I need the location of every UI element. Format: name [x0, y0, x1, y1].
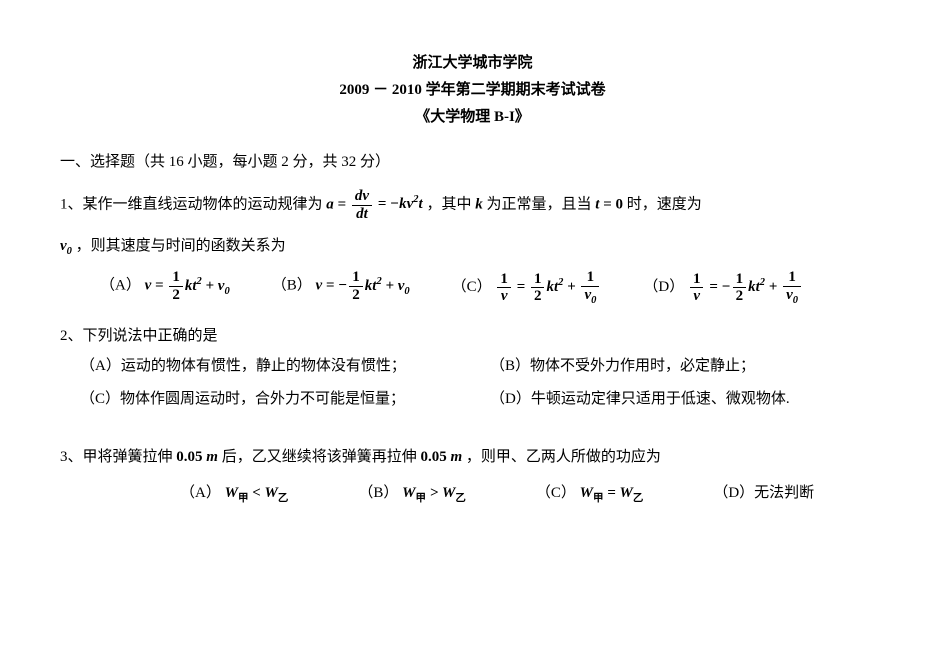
- q3-prefix: 3、甲将弹簧拉伸: [60, 449, 173, 465]
- q1-equation: a =: [326, 196, 350, 212]
- q1-optD-label: （D）: [643, 279, 684, 295]
- q3-option-d: （D）无法判断: [713, 480, 814, 509]
- q3-unit2: m: [450, 449, 462, 465]
- question-3-text: 3、甲将弹簧拉伸 0.05 m 后，乙又继续将该弹簧再拉伸 0.05 m ，则甲…: [60, 441, 885, 474]
- q1-option-a: （A） v = 12kt2 + v0: [100, 269, 230, 306]
- q3-optB-label: （B）: [358, 485, 398, 501]
- question-2: 2、下列说法中正确的是 （A）运动的物体有惯性，静止的物体没有惯性； （B）物体…: [60, 320, 885, 413]
- q1-mid1: ，其中: [426, 196, 471, 212]
- question-2-text: 2、下列说法中正确的是: [60, 320, 885, 353]
- q2-option-b: （B）物体不受外力作用时，必定静止；: [490, 353, 870, 380]
- q1-v0: v0: [60, 238, 72, 254]
- q3-option-a: （A） W甲 < W乙: [180, 480, 288, 509]
- q1-eq-rhs: = −kv2t: [374, 196, 423, 212]
- q1-optB-label: （B）: [272, 278, 312, 294]
- school-name: 浙江大学城市学院: [60, 50, 885, 77]
- q1-optA-label: （A）: [100, 278, 141, 294]
- q3-optA-label: （A）: [180, 485, 221, 501]
- q1-option-d: （D） 1v = −12kt2 + 1v0: [643, 269, 803, 306]
- course-name: 《大学物理 B-I》: [60, 104, 885, 131]
- question-3: 3、甲将弹簧拉伸 0.05 m 后，乙又继续将该弹簧再拉伸 0.05 m ，则甲…: [60, 441, 885, 509]
- q1-line2-suffix: ，则其速度与时间的函数关系为: [76, 238, 286, 254]
- q3-mid1: 后，乙又继续将该弹簧再拉伸: [222, 449, 417, 465]
- q2-option-c: （C）物体作圆周运动时，合外力不可能是恒量；: [80, 386, 460, 413]
- q1-option-b: （B） v = −12kt2 + v0: [272, 269, 410, 306]
- exam-header: 浙江大学城市学院 2009 － 2010 学年第二学期期末考试试卷 《大学物理 …: [60, 50, 885, 131]
- q1-prefix: 1、某作一维直线运动物体的运动规律为: [60, 196, 323, 212]
- q3-option-c: （C） W甲 = W乙: [536, 480, 644, 509]
- question-1-text: 1、某作一维直线运动物体的运动规律为 a = dvdt = −kv2t ，其中 …: [60, 188, 885, 222]
- q1-mid3: 时，速度为: [627, 196, 702, 212]
- section-1-title: 一、选择题（共 16 小题，每小题 2 分，共 32 分）: [60, 149, 885, 176]
- question-1-line2: v0 ，则其速度与时间的函数关系为: [60, 230, 885, 263]
- q1-optC-label: （C）: [452, 279, 492, 295]
- q3-options: （A） W甲 < W乙 （B） W甲 > W乙 （C） W甲 = W乙 （D）无…: [60, 480, 885, 509]
- q3-optC-label: （C）: [536, 485, 576, 501]
- q1-option-c: （C） 1v = 12kt2 + 1v0: [452, 269, 602, 306]
- q1-k: k: [475, 196, 483, 212]
- q1-t0: t = 0: [595, 196, 623, 212]
- q3-unit1: m: [206, 449, 218, 465]
- q3-option-b: （B） W甲 > W乙: [358, 480, 466, 509]
- q1-options: （A） v = 12kt2 + v0 （B） v = −12kt2 + v0 （…: [60, 269, 885, 306]
- q3-suffix: ，则甲、乙两人所做的功应为: [466, 449, 661, 465]
- q1-mid2: 为正常量，且当: [486, 196, 591, 212]
- question-1: 1、某作一维直线运动物体的运动规律为 a = dvdt = −kv2t ，其中 …: [60, 188, 885, 306]
- q2-option-d: （D）牛顿运动定律只适用于低速、微观物体.: [490, 386, 870, 413]
- semester-line: 2009 － 2010 学年第二学期期末考试试卷: [60, 77, 885, 104]
- q2-option-a: （A）运动的物体有惯性，静止的物体没有惯性；: [80, 353, 460, 380]
- q2-options: （A）运动的物体有惯性，静止的物体没有惯性； （B）物体不受外力作用时，必定静止…: [60, 353, 885, 413]
- q1-frac-dvdt: dvdt: [352, 188, 372, 222]
- q3-val1: 0.05: [176, 449, 202, 465]
- q3-val2: 0.05: [420, 449, 446, 465]
